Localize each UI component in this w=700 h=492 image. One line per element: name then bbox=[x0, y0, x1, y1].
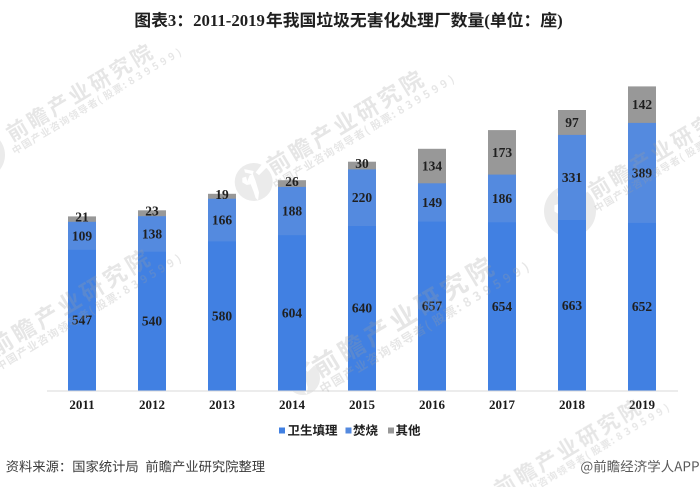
svg-text:138: 138 bbox=[142, 226, 163, 241]
svg-text:3: 3 bbox=[168, 11, 176, 30]
svg-text:640: 640 bbox=[352, 301, 373, 316]
svg-text:166: 166 bbox=[212, 213, 233, 228]
svg-text:2014: 2014 bbox=[279, 397, 306, 412]
svg-text:149: 149 bbox=[422, 195, 443, 210]
svg-text:652: 652 bbox=[632, 299, 653, 314]
svg-text:331: 331 bbox=[562, 170, 583, 185]
svg-text:580: 580 bbox=[212, 308, 233, 323]
svg-text:2017: 2017 bbox=[489, 397, 516, 412]
svg-text:186: 186 bbox=[492, 191, 513, 206]
svg-text:220: 220 bbox=[352, 190, 373, 205]
svg-text:134: 134 bbox=[422, 159, 443, 174]
svg-text:23: 23 bbox=[145, 204, 159, 219]
svg-text:663: 663 bbox=[562, 298, 583, 313]
svg-text:654: 654 bbox=[492, 299, 513, 314]
svg-text:142: 142 bbox=[632, 97, 653, 112]
svg-text:(: ( bbox=[484, 11, 490, 30]
svg-text:2016: 2016 bbox=[419, 397, 446, 412]
svg-text:2012: 2012 bbox=[139, 397, 165, 412]
svg-text:540: 540 bbox=[142, 314, 163, 329]
svg-text:21: 21 bbox=[75, 210, 89, 225]
svg-text:2015: 2015 bbox=[349, 397, 376, 412]
svg-text:): ) bbox=[557, 11, 563, 30]
svg-text:2018: 2018 bbox=[559, 397, 586, 412]
svg-text:2011-2019: 2011-2019 bbox=[193, 11, 265, 30]
svg-text:604: 604 bbox=[282, 305, 303, 320]
svg-text:30: 30 bbox=[355, 156, 369, 171]
svg-text:97: 97 bbox=[565, 115, 579, 130]
svg-text:19: 19 bbox=[215, 187, 229, 202]
svg-text:2011: 2011 bbox=[69, 397, 94, 412]
svg-text:188: 188 bbox=[282, 204, 303, 219]
svg-text:2013: 2013 bbox=[209, 397, 236, 412]
svg-text:173: 173 bbox=[492, 145, 513, 160]
svg-text:109: 109 bbox=[72, 228, 93, 243]
